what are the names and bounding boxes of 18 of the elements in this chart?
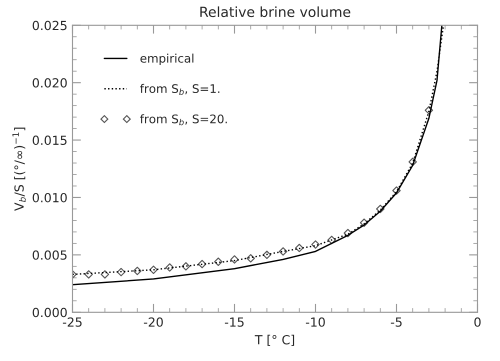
legend-label: empirical: [140, 54, 194, 66]
x-tick-label: -5: [390, 318, 402, 327]
legend-label: from S$_{b}$, S=20.: [140, 114, 227, 126]
y-tick-label: 0.020: [32, 78, 67, 88]
x-tick-label: -10: [306, 317, 325, 327]
y-tick-label: 0.010: [32, 192, 67, 202]
x-tick-label: -20: [144, 317, 163, 327]
chart-title: Relative brine volume: [200, 6, 350, 18]
y-tick-label: 0.000: [32, 308, 67, 318]
y-tick-label: 0.015: [32, 136, 67, 145]
y-axis-title: V$_{b}$/S [(°/∞)$^{−1}$]: [12, 128, 26, 211]
x-axis-title: T [° C]: [254, 334, 294, 346]
x-tick-label: -15: [224, 318, 244, 327]
x-tick-label: -25: [62, 317, 82, 327]
x-tick-label: 0: [474, 317, 481, 327]
y-tick-label: 0.025: [32, 20, 67, 30]
y-tick-label: 0.005: [32, 250, 67, 260]
legend-label: from S$_{b}$, S=1.: [140, 84, 220, 95]
